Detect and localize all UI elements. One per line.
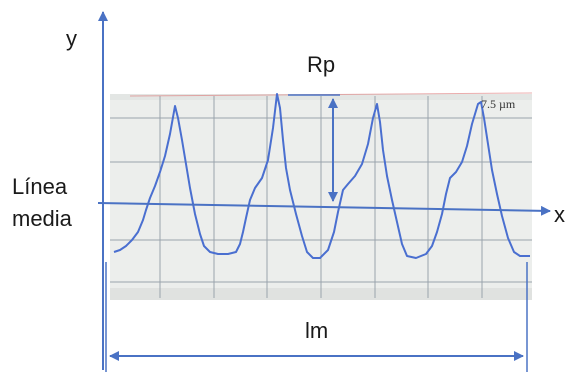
roughness-profile-trace <box>113 93 530 259</box>
mean-line-label-line2: media <box>12 206 72 231</box>
rp-label: Rp <box>307 52 336 77</box>
mean-line-x-axis <box>97 202 551 216</box>
mean-line-label-line1: Línea <box>12 174 68 199</box>
scale-label: 7.5 µm <box>481 97 516 111</box>
lm-label: lm <box>305 318 329 343</box>
y-axis-label: y <box>66 26 77 51</box>
photo-grid <box>110 96 532 298</box>
x-axis-label: x <box>554 202 565 227</box>
profile-photo <box>110 92 533 300</box>
